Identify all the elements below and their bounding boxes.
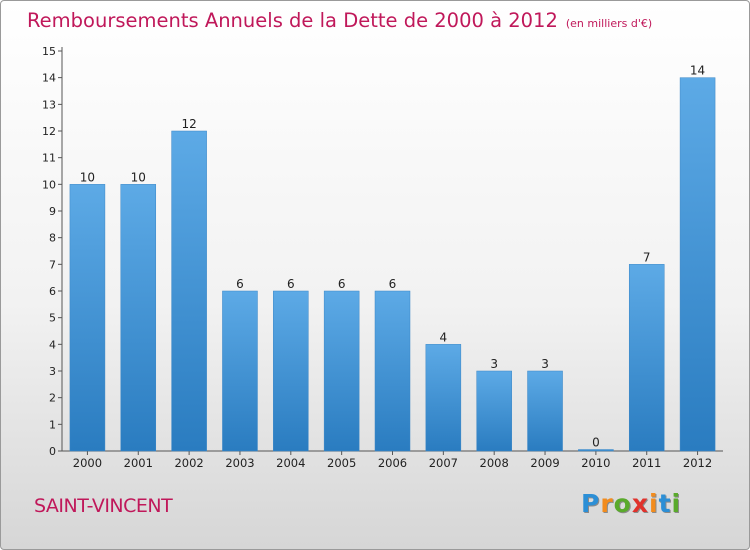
bar-2006 [374, 290, 411, 452]
value-label-2005: 6 [338, 277, 346, 291]
logo-letter: i [649, 489, 659, 518]
x-tick-label-2000: 2000 [73, 456, 102, 470]
bar-2000 [69, 184, 106, 452]
bar-2005 [323, 290, 360, 452]
value-label-2006: 6 [389, 277, 397, 291]
y-tick-label: 13 [42, 98, 56, 111]
chart-title: Remboursements Annuels de la Dette de 20… [27, 9, 652, 32]
y-tick-label: 0 [49, 445, 56, 458]
logo-letter: o [613, 489, 632, 518]
bar-2004 [273, 290, 309, 452]
unit-note: (en milliers d'€) [565, 17, 653, 30]
bar-2002 [171, 130, 207, 452]
value-label-2007: 4 [440, 330, 448, 344]
y-tick-label: 9 [49, 205, 56, 218]
y-tick-label: 7 [49, 258, 56, 271]
value-label-2004: 6 [287, 277, 295, 291]
value-label-2012: 14 [690, 64, 705, 78]
value-label-2010: 0 [592, 436, 600, 450]
x-tick-label-2001: 2001 [124, 456, 153, 470]
y-tick-label: 14 [42, 72, 56, 85]
bar-2003 [222, 290, 258, 452]
bar-2010 [578, 449, 614, 452]
bar-2008 [476, 370, 512, 452]
y-tick-label: 12 [42, 125, 56, 138]
x-tick-label-2012: 2012 [683, 456, 712, 470]
y-tick-label: 5 [49, 312, 56, 325]
x-tick-label-2005: 2005 [327, 456, 356, 470]
value-label-2001: 10 [131, 170, 146, 184]
logo-letter: x [631, 489, 649, 518]
x-tick-label-2006: 2006 [378, 456, 407, 470]
value-label-2003: 6 [236, 277, 244, 291]
town-name: SAINT-VINCENT [34, 495, 173, 517]
x-tick-label-2011: 2011 [632, 456, 661, 470]
y-tick-label: 6 [49, 285, 56, 298]
x-tick-label-2008: 2008 [480, 456, 509, 470]
y-tick-label: 2 [49, 392, 56, 405]
bar-2009 [527, 370, 563, 452]
value-label-2002: 12 [181, 117, 196, 131]
y-tick-label: 1 [49, 418, 56, 431]
y-tick-label: 8 [49, 232, 56, 245]
value-label-2008: 3 [490, 357, 498, 371]
y-tick-label: 11 [42, 152, 56, 165]
x-tick-label-2007: 2007 [429, 456, 458, 470]
y-tick-label: 15 [42, 45, 56, 58]
bar-2011 [628, 264, 665, 452]
x-tick-label-2009: 2009 [530, 456, 559, 470]
value-label-2011: 7 [643, 250, 651, 264]
title-text: Remboursements Annuels de la Dette de 20… [27, 9, 558, 32]
bar-2007 [425, 344, 462, 452]
logo-letter: P [581, 489, 601, 518]
value-label-2000: 10 [80, 170, 95, 184]
bar-2012 [679, 77, 716, 452]
logo-letter: i [671, 489, 682, 518]
bar-2001 [120, 184, 157, 452]
value-label-2009: 3 [541, 357, 549, 371]
x-tick-label-2004: 2004 [276, 456, 305, 470]
x-tick-label-2010: 2010 [581, 456, 610, 470]
y-tick-label: 3 [49, 365, 56, 378]
proxiti-logo: Proxiti [581, 489, 681, 518]
x-tick-label-2003: 2003 [225, 456, 254, 470]
x-tick-label-2002: 2002 [174, 456, 203, 470]
logo-letter: r [600, 489, 614, 518]
logo-letter: t [658, 489, 672, 518]
y-tick-label: 4 [49, 338, 56, 351]
y-tick-label: 10 [42, 178, 56, 191]
